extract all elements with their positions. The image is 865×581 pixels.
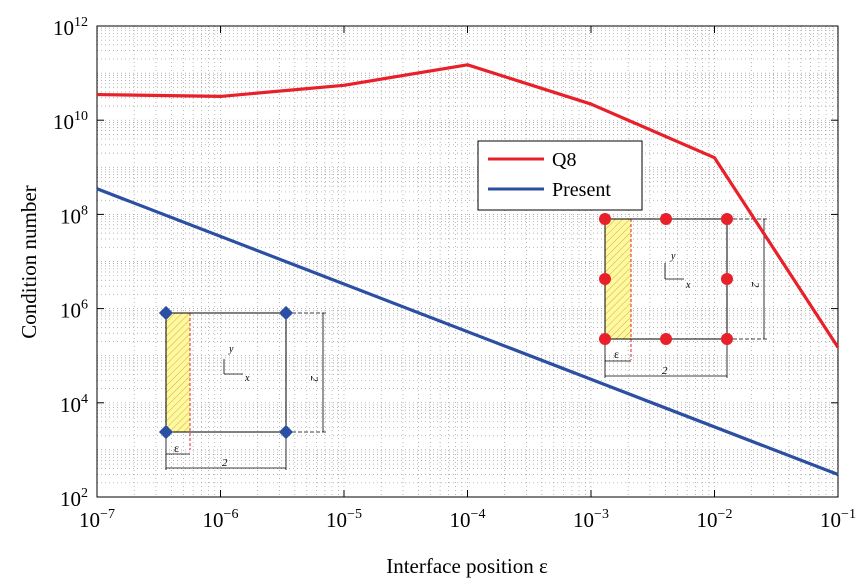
legend-box bbox=[477, 140, 643, 211]
node-marker-diamond bbox=[158, 305, 174, 321]
y-axis-label: Condition number bbox=[17, 185, 41, 338]
node-marker-circle bbox=[599, 213, 611, 225]
x-tick-label: 10−7 bbox=[79, 507, 115, 532]
node-marker-circle bbox=[721, 273, 733, 285]
node-marker-circle bbox=[660, 213, 672, 225]
node-marker-circle bbox=[599, 273, 611, 285]
inset-node-markers bbox=[158, 305, 294, 440]
inset-element-outline bbox=[165, 312, 287, 433]
series-line-present bbox=[96, 187, 839, 477]
inset-node-markers bbox=[599, 213, 733, 345]
x-tick-label: 10−2 bbox=[697, 507, 733, 532]
inset-present-element: 2 ε 2 y x bbox=[158, 305, 326, 470]
inset-width-label: 2 bbox=[222, 457, 228, 469]
series-line-q8 bbox=[96, 63, 840, 349]
legend-label-q8: Q8 bbox=[552, 149, 576, 171]
series bbox=[96, 63, 840, 477]
x-tick-label: 10−6 bbox=[203, 507, 239, 532]
y-tick-label: 102 bbox=[60, 486, 88, 511]
x-tick-label: 10−3 bbox=[573, 507, 609, 532]
inset-hatched-region bbox=[166, 313, 190, 432]
inset-axis-y-label: y bbox=[670, 251, 676, 262]
inset-height-label: 2 bbox=[308, 376, 320, 382]
legend-label-present: Present bbox=[552, 179, 611, 201]
node-marker-diamond bbox=[158, 424, 174, 440]
node-marker-diamond bbox=[278, 424, 294, 440]
y-tick-label: 106 bbox=[60, 298, 88, 323]
y-tick-label: 1010 bbox=[53, 109, 88, 134]
plot-frame bbox=[96, 25, 839, 498]
inset-axis-x-label: x bbox=[685, 280, 691, 291]
inset-height-label: 2 bbox=[749, 282, 761, 288]
x-tick-label: 10−1 bbox=[820, 507, 856, 532]
inset-axis-y-label: y bbox=[228, 344, 234, 355]
y-tick-label: 108 bbox=[60, 203, 88, 228]
x-axis-label: Interface position ε bbox=[386, 554, 548, 578]
node-marker-diamond bbox=[278, 305, 294, 321]
tick-labels: 10−7 10−6 10−5 10−4 10−3 10−2 10−1 102 104 106 108… bbox=[53, 15, 856, 532]
inset-q8-element: 2 ε 2 y x bbox=[599, 213, 767, 378]
node-marker-circle bbox=[721, 333, 733, 345]
inset-epsilon-label: ε bbox=[174, 441, 179, 455]
inset-epsilon-label: ε bbox=[614, 347, 619, 361]
x-tick-label: 10−4 bbox=[450, 507, 486, 532]
inset-axis-x-label: x bbox=[244, 373, 250, 384]
legend: Q8 Present bbox=[477, 140, 643, 211]
y-tick-label: 104 bbox=[60, 392, 88, 417]
x-tick-label: 10−5 bbox=[326, 507, 362, 532]
y-tick-label: 1012 bbox=[53, 15, 88, 40]
node-marker-circle bbox=[721, 213, 733, 225]
node-marker-circle bbox=[660, 333, 672, 345]
inset-width-label: 2 bbox=[662, 365, 668, 377]
node-marker-circle bbox=[599, 333, 611, 345]
